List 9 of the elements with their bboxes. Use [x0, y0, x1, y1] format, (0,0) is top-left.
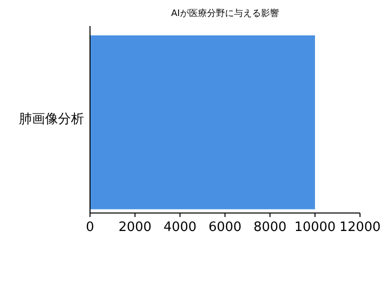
x-tick-label: 2000: [118, 220, 152, 235]
y-tick-label: 肺画像分析: [19, 112, 84, 127]
chart-title: AIが医療分野に与える影響: [171, 8, 279, 19]
x-tick-label: 8000: [253, 220, 287, 235]
x-tick-label: 10000: [294, 220, 336, 235]
x-tick-label: 0: [86, 220, 94, 235]
x-tick-label: 6000: [208, 220, 242, 235]
x-tick-label: 12000: [339, 220, 381, 235]
x-tick-label: 4000: [163, 220, 197, 235]
